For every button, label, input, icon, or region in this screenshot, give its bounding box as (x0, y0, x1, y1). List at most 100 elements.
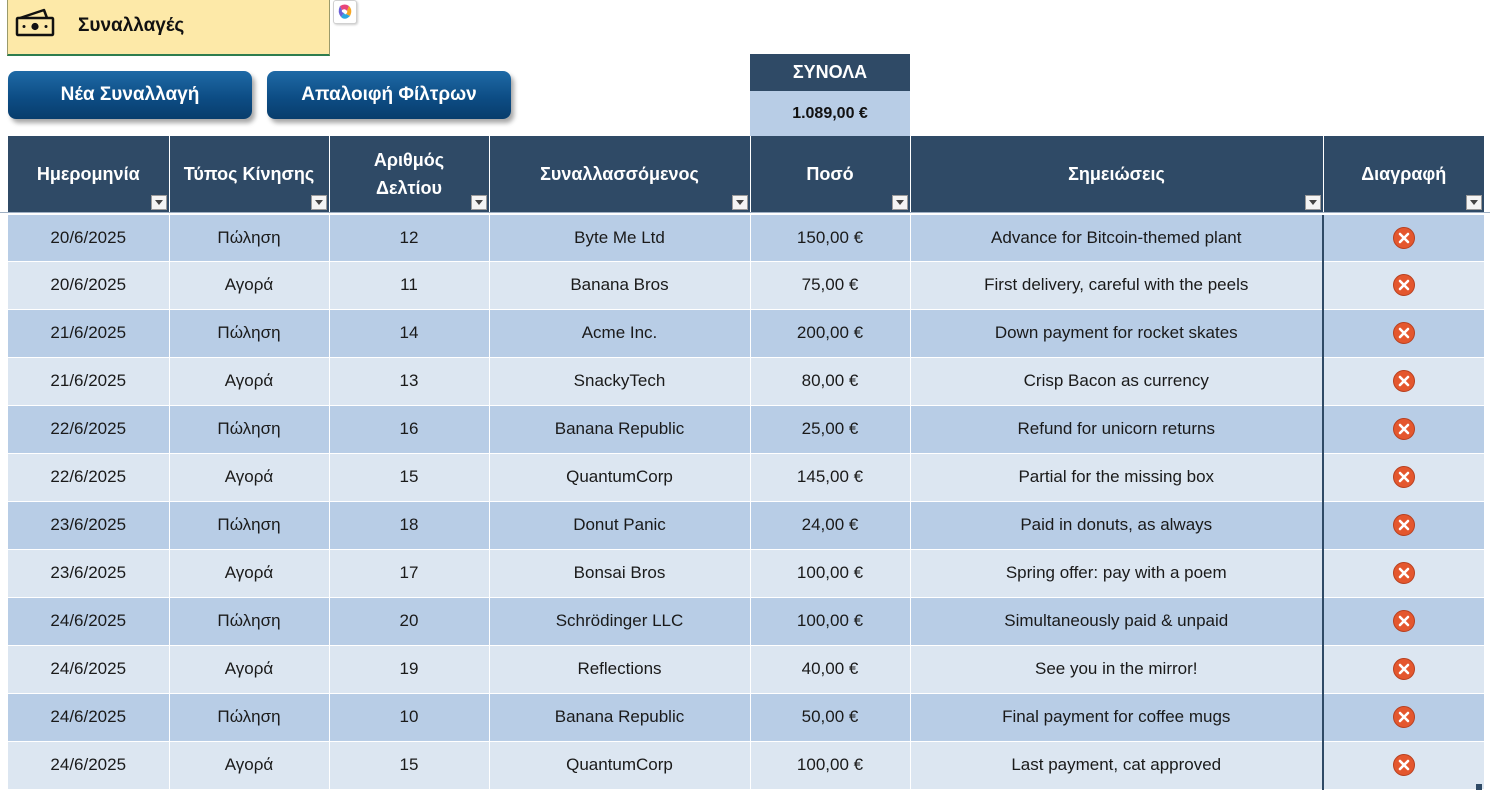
table-row[interactable]: 23/6/2025 Αγορά 17 Bonsai Bros 100,00 € Sprin… (8, 549, 1484, 598)
filter-dropdown-icon[interactable] (150, 194, 167, 210)
cell-notes[interactable]: Final payment for coffee mugs (910, 693, 1324, 742)
cell-party[interactable]: Banana Bros (489, 261, 751, 310)
cell-amount[interactable]: 80,00 € (750, 357, 911, 406)
cell-party[interactable]: Byte Me Ltd (489, 213, 751, 262)
cell-party[interactable]: Banana Republic (489, 405, 751, 454)
delete-row-icon[interactable] (1392, 705, 1416, 729)
cell-receipt[interactable]: 14 (329, 309, 490, 358)
cell-amount[interactable]: 40,00 € (750, 645, 911, 694)
cell-receipt[interactable]: 12 (329, 213, 490, 262)
cell-amount[interactable]: 75,00 € (750, 261, 911, 310)
table-row[interactable]: 24/6/2025 Αγορά 19 Reflections 40,00 € See yo… (8, 645, 1484, 694)
cell-amount[interactable]: 100,00 € (750, 597, 911, 646)
cell-date[interactable]: 23/6/2025 (8, 501, 170, 550)
delete-row-icon[interactable] (1392, 321, 1416, 345)
cell-receipt[interactable]: 15 (329, 453, 490, 502)
cell-receipt[interactable]: 13 (329, 357, 490, 406)
cell-notes[interactable]: Crisp Bacon as currency (910, 357, 1324, 406)
table-row[interactable]: 24/6/2025 Αγορά 15 QuantumCorp 100,00 € Last … (8, 741, 1484, 790)
table-row[interactable]: 20/6/2025 Αγορά 11 Banana Bros 75,00 € First … (8, 261, 1484, 310)
cell-type[interactable]: Αγορά (169, 261, 330, 310)
cell-notes[interactable]: Advance for Bitcoin-themed plant (910, 213, 1324, 262)
clear-filters-button[interactable]: Απαλοιφή Φίλτρων (267, 71, 511, 119)
table-row[interactable]: 20/6/2025 Πώληση 12 Byte Me Ltd 150,00 € Adva… (8, 213, 1484, 262)
cell-type[interactable]: Πώληση (169, 693, 330, 742)
cell-amount[interactable]: 100,00 € (750, 741, 911, 790)
table-row[interactable]: 24/6/2025 Πώληση 10 Banana Republic 50,00 € F… (8, 693, 1484, 742)
new-transaction-button[interactable]: Νέα Συναλλαγή (8, 71, 252, 119)
cell-receipt[interactable]: 15 (329, 741, 490, 790)
delete-row-icon[interactable] (1392, 561, 1416, 585)
filter-dropdown-icon[interactable] (470, 194, 487, 210)
table-resize-handle[interactable] (1476, 784, 1482, 790)
cell-notes[interactable]: Last payment, cat approved (910, 741, 1324, 790)
table-row[interactable]: 22/6/2025 Αγορά 15 QuantumCorp 145,00 € Parti… (8, 453, 1484, 502)
cell-date[interactable]: 21/6/2025 (8, 357, 170, 406)
cell-amount[interactable]: 200,00 € (750, 309, 911, 358)
cell-party[interactable]: Reflections (489, 645, 751, 694)
cell-date[interactable]: 21/6/2025 (8, 309, 170, 358)
cell-type[interactable]: Αγορά (169, 357, 330, 406)
table-row[interactable]: 21/6/2025 Πώληση 14 Acme Inc. 200,00 € Down p… (8, 309, 1484, 358)
cell-type[interactable]: Πώληση (169, 309, 330, 358)
cell-type[interactable]: Αγορά (169, 741, 330, 790)
filter-dropdown-icon[interactable] (310, 194, 327, 210)
filter-dropdown-icon[interactable] (1304, 194, 1321, 210)
filter-dropdown-icon[interactable] (731, 194, 748, 210)
cell-type[interactable]: Πώληση (169, 501, 330, 550)
cell-date[interactable]: 24/6/2025 (8, 693, 170, 742)
delete-row-icon[interactable] (1392, 753, 1416, 777)
filter-dropdown-icon[interactable] (1466, 194, 1482, 210)
delete-row-icon[interactable] (1392, 226, 1416, 250)
cell-amount[interactable]: 50,00 € (750, 693, 911, 742)
cell-receipt[interactable]: 16 (329, 405, 490, 454)
cell-type[interactable]: Αγορά (169, 549, 330, 598)
cell-notes[interactable]: Simultaneously paid & unpaid (910, 597, 1324, 646)
table-row[interactable]: 22/6/2025 Πώληση 16 Banana Republic 25,00 € R… (8, 405, 1484, 454)
delete-row-icon[interactable] (1392, 513, 1416, 537)
cell-date[interactable]: 22/6/2025 (8, 453, 170, 502)
cell-date[interactable]: 24/6/2025 (8, 645, 170, 694)
table-row[interactable]: 24/6/2025 Πώληση 20 Schrödinger LLC 100,00 €… (8, 597, 1484, 646)
cell-type[interactable]: Αγορά (169, 645, 330, 694)
cell-date[interactable]: 22/6/2025 (8, 405, 170, 454)
cell-type[interactable]: Πώληση (169, 405, 330, 454)
cell-receipt[interactable]: 11 (329, 261, 490, 310)
cell-amount[interactable]: 24,00 € (750, 501, 911, 550)
cell-party[interactable]: QuantumCorp (489, 453, 751, 502)
cell-type[interactable]: Πώληση (169, 213, 330, 262)
cell-party[interactable]: Bonsai Bros (489, 549, 751, 598)
cell-date[interactable]: 20/6/2025 (8, 261, 170, 310)
cell-type[interactable]: Αγορά (169, 453, 330, 502)
cell-party[interactable]: Donut Panic (489, 501, 751, 550)
cell-notes[interactable]: Paid in donuts, as always (910, 501, 1324, 550)
cell-date[interactable]: 23/6/2025 (8, 549, 170, 598)
cell-receipt[interactable]: 18 (329, 501, 490, 550)
cell-amount[interactable]: 100,00 € (750, 549, 911, 598)
cell-notes[interactable]: See you in the mirror! (910, 645, 1324, 694)
cell-notes[interactable]: Refund for unicorn returns (910, 405, 1324, 454)
cell-date[interactable]: 20/6/2025 (8, 213, 170, 262)
copilot-icon[interactable] (333, 0, 357, 24)
delete-row-icon[interactable] (1392, 657, 1416, 681)
cell-amount[interactable]: 145,00 € (750, 453, 911, 502)
cell-notes[interactable]: Spring offer: pay with a poem (910, 549, 1324, 598)
delete-row-icon[interactable] (1392, 417, 1416, 441)
delete-row-icon[interactable] (1392, 465, 1416, 489)
cell-type[interactable]: Πώληση (169, 597, 330, 646)
delete-row-icon[interactable] (1392, 369, 1416, 393)
cell-party[interactable]: Schrödinger LLC (489, 597, 751, 646)
cell-receipt[interactable]: 19 (329, 645, 490, 694)
cell-receipt[interactable]: 20 (329, 597, 490, 646)
cell-party[interactable]: QuantumCorp (489, 741, 751, 790)
cell-amount[interactable]: 150,00 € (750, 213, 911, 262)
cell-party[interactable]: Acme Inc. (489, 309, 751, 358)
table-row[interactable]: 21/6/2025 Αγορά 13 SnackyTech 80,00 € Crisp B… (8, 357, 1484, 406)
cell-notes[interactable]: First delivery, careful with the peels (910, 261, 1324, 310)
table-row[interactable]: 23/6/2025 Πώληση 18 Donut Panic 24,00 € Paid … (8, 501, 1484, 550)
cell-receipt[interactable]: 10 (329, 693, 490, 742)
delete-row-icon[interactable] (1392, 609, 1416, 633)
cell-amount[interactable]: 25,00 € (750, 405, 911, 454)
cell-party[interactable]: Banana Republic (489, 693, 751, 742)
cell-date[interactable]: 24/6/2025 (8, 597, 170, 646)
